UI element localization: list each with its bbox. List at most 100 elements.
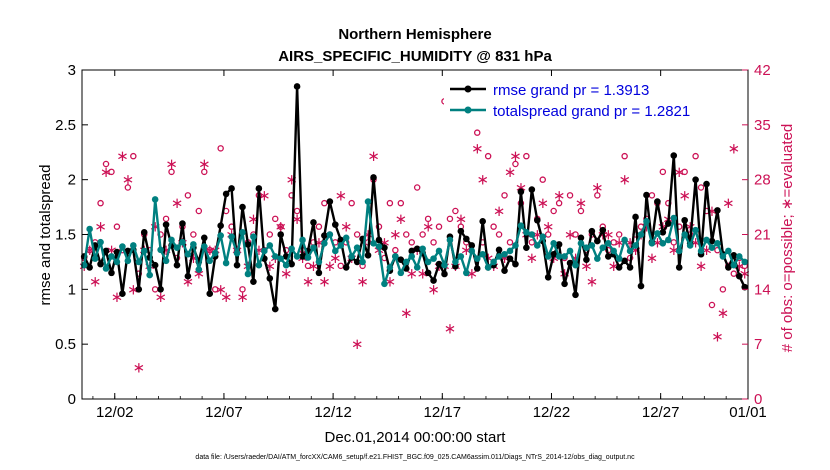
totalspread-point [452,258,459,266]
obs-evaluated-marker: ∗ [274,218,287,236]
obs-evaluated-marker: ∗ [586,273,599,291]
obs-possible-marker [495,231,503,238]
obs-evaluated-marker: ∗ [356,273,369,291]
totalspread-point [80,261,88,269]
obs-evaluated-marker: ∗ [100,163,113,181]
obs-possible-marker [113,223,121,230]
rmse-point [659,229,667,236]
rmse-point [86,264,93,271]
totalspread-point [484,264,492,271]
rmse-point [632,213,639,221]
totalspread-point [331,247,339,255]
rmse-point [370,174,377,181]
rmse-point [375,236,383,244]
x-tick-label: 12/22 [533,404,571,421]
totalspread-point [342,234,350,242]
totalspread-point [692,226,699,234]
totalspread-point [179,238,186,246]
totalspread-point [206,257,214,265]
obs-evaluated-marker: ∗ [105,241,118,259]
rmse-point [441,270,448,278]
obs-possible-marker [681,168,688,176]
totalspread-point [719,253,727,260]
rmse-point [583,256,590,264]
obs-possible-marker [206,246,213,254]
obs-evaluated-marker: ∗ [580,257,593,275]
rmse-point [151,261,159,269]
obs-evaluated-marker: ∗ [536,194,549,212]
rmse-point [463,235,470,243]
rmse-point [577,234,585,242]
totalspread-point [457,253,465,260]
obs-evaluated-marker: ∗ [94,218,107,236]
obs-possible-marker [293,207,301,215]
rmse-point [157,286,164,293]
rmse-point [473,265,481,272]
rmse-point [255,185,263,192]
totalspread-point [490,258,497,266]
obs-evaluated-marker: ∗ [334,186,347,204]
totalspread-point [266,242,274,249]
rmse-point [725,264,732,271]
rmse-point [506,255,514,262]
obs-possible-marker [413,184,421,191]
obs-evaluated-marker: ∗ [455,210,468,228]
rmse-point [544,273,552,281]
totalspread-point [304,254,312,261]
totalspread-point [610,247,618,255]
totalspread-point [359,258,366,266]
rmse-point [430,277,437,284]
obs-possible-marker [304,262,312,270]
rmse-point [293,83,301,90]
totalspread-point [353,244,361,251]
totalspread-point [310,244,317,251]
totalspread-point [228,233,235,240]
obs-evaluated-marker: ∗ [728,139,741,157]
obs-possible-marker [348,199,355,207]
totalspread-point [162,257,170,265]
obs-evaluated-marker: ∗ [324,257,337,275]
obs-evaluated-marker: ∗ [673,163,686,181]
rmse-point [664,220,672,227]
totalspread-point [495,253,503,260]
rmse-point [277,231,285,238]
obs-evaluated-marker: ∗ [236,288,249,306]
obs-possible-marker [512,160,519,168]
totalspread-point [523,229,530,236]
obs-evaluated-marker: ∗ [214,280,227,298]
obs-evaluated-marker: ∗ [280,265,293,283]
rmse-point [566,259,574,267]
totalspread-point [424,258,432,266]
obs-possible-marker [697,184,705,191]
obs-possible-marker [419,231,426,238]
y-tick-label-left: 3 [68,62,76,79]
obs-evaluated-marker: ∗ [132,359,145,377]
totalspread-point [173,244,181,251]
rmse-point [239,203,246,211]
obs-possible-marker [211,286,219,293]
obs-possible-marker [277,223,284,230]
totalspread-point [708,244,716,251]
rmse-point [599,226,607,234]
totalspread-point [681,231,688,238]
obs-evaluated-marker: ∗ [444,320,457,338]
rmse-point [594,237,601,245]
rmse-point [479,218,486,225]
obs-evaluated-marker: ∗ [711,327,724,345]
totalspread-point [473,255,481,262]
totalspread-point [413,264,421,271]
rmse-point [468,242,476,249]
rmse-point [550,250,557,258]
obs-evaluated-marker: ∗ [171,194,184,212]
obs-possible-marker [97,199,104,207]
rmse-point [342,264,350,271]
rmse-point [615,264,623,271]
obs-evaluated-marker: ∗ [389,226,402,244]
rmse-point [206,290,214,298]
y-tick-label-left: 2.5 [55,117,76,134]
totalspread-point [468,247,476,255]
obs-possible-marker [566,192,574,199]
totalspread-point [501,250,508,258]
totalspread-point [250,233,257,240]
